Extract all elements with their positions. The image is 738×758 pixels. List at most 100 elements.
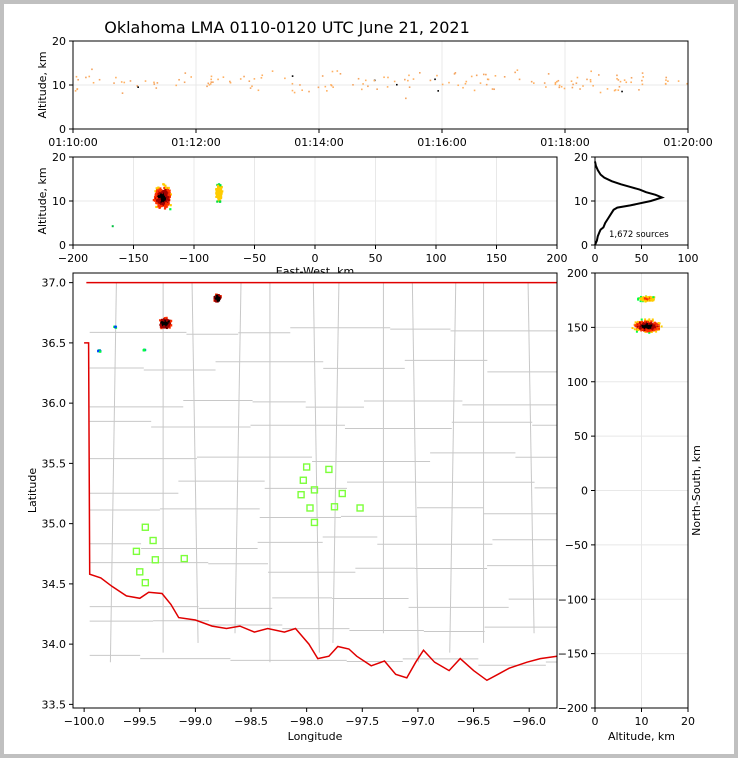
x-tick-label: 01:16:00 [417,136,466,149]
source-point [157,197,160,200]
source-point [129,80,132,82]
source-point [644,330,647,333]
source-point [686,82,688,85]
county-line [109,282,117,663]
lma-station-marker [302,463,311,471]
source-point [383,76,385,79]
source-point [571,86,574,89]
y-tick-label: 0 [581,485,588,498]
source-point [637,326,640,329]
source-point [183,81,186,84]
source-point [220,187,223,190]
source-point [155,187,158,190]
source-point [653,322,656,325]
source-point [618,85,621,88]
source-point [260,77,263,79]
source-point [164,319,167,322]
source-point [641,72,644,74]
source-point [630,81,632,84]
source-point [462,86,464,89]
source-point [543,82,546,84]
source-point [178,78,180,81]
y-axis-label: Altitude, km [36,167,49,234]
source-point [554,83,557,86]
source-point [637,328,640,331]
x-tick-label: 01:18:00 [540,136,589,149]
x-axis-label: Altitude, km [608,730,675,743]
source-point [166,197,169,201]
figure-canvas: Oklahoma LMA 0110-0120 UTC June 21, 2021… [4,4,734,754]
y-tick-label: 0 [59,123,66,136]
source-point [153,195,157,199]
source-point [215,190,218,193]
source-point [167,186,170,190]
source-point [486,78,489,81]
source-point [156,198,160,202]
source-point [606,88,609,90]
source-point [158,203,161,206]
source-point [284,77,286,80]
x-tick-label: 0 [592,715,599,728]
source-point [217,191,220,195]
source-point [437,90,440,92]
y-tick-label: −200 [558,702,588,715]
source-point [396,83,398,86]
source-point [166,318,169,322]
source-point [243,75,245,78]
state-border-red-river [84,342,558,682]
source-point [165,187,168,190]
source-point [271,70,274,72]
source-point [220,196,223,199]
y-tick-label: 100 [567,376,588,389]
source-point [161,203,164,207]
source-point [123,81,126,84]
source-point [217,193,221,196]
source-point [408,74,410,77]
source-point [163,189,166,193]
source-point [163,202,166,205]
y-axis-label: Altitude, km [36,51,49,118]
source-point [419,72,421,74]
source-point [113,82,115,84]
source-point [91,68,93,71]
source-point [218,187,222,190]
source-point [137,86,139,88]
source-point [163,207,167,210]
y-tick-label: 37.0 [42,277,67,290]
source-point [645,326,648,329]
lma-station-marker [299,476,308,484]
source-point [651,323,654,326]
source-point [642,296,645,299]
lma-station-marker [149,536,157,545]
source-point [563,87,566,90]
source-point [652,296,655,299]
source-point [160,191,164,195]
time-height-panel: 01:10:00 01:12:00 01:14:00 01:16:00 01:18:00… [36,35,713,149]
y-tick-label: 34.0 [42,638,67,651]
source-point [640,327,643,330]
source-point [216,297,219,300]
source-point [207,82,210,85]
source-point [617,79,620,81]
lma-station-marker [310,518,319,527]
source-point [575,82,578,84]
source-point [168,189,171,192]
source-point [158,191,161,194]
source-point [643,328,646,331]
y-tick-label: −100 [558,593,588,606]
source-point [352,84,354,86]
source-point [619,80,622,83]
source-point [167,196,170,199]
source-point [215,297,218,300]
source-point [645,329,648,332]
lma-station-marker [136,568,144,576]
source-point [650,298,653,301]
source-point [640,329,643,332]
source-point [167,323,170,327]
source-point [164,205,167,209]
source-point [216,195,219,198]
source-point [545,86,547,88]
source-point [635,330,638,333]
source-point [165,191,168,194]
y-tick-label: 0 [581,239,588,252]
